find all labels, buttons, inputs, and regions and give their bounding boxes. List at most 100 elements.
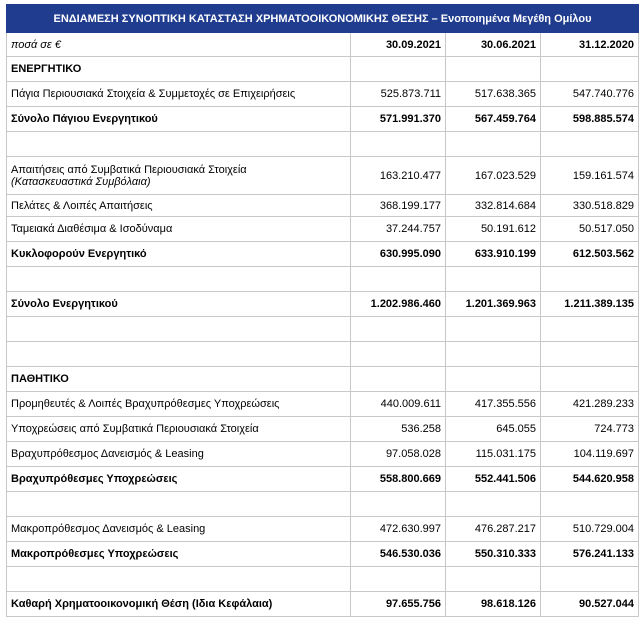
table-row: Μακροπρόθεσμος Δανεισμός & Leasing 472.63… bbox=[6, 516, 640, 542]
row-label-cell: Πελάτες & Λοιπές Απαιτήσεις bbox=[6, 194, 351, 217]
row-label: Μακροπρόθεσμος Δανεισμός & Leasing bbox=[11, 523, 206, 535]
spacer-row bbox=[6, 491, 640, 517]
empty-cell bbox=[6, 131, 351, 157]
value-cell: 1.202.986.460 bbox=[350, 291, 446, 317]
row-label: Κυκλοφορούν Ενεργητικό bbox=[11, 248, 147, 260]
value-cell: 547.740.776 bbox=[539, 81, 640, 107]
value-cell: 90.527.044 bbox=[539, 591, 640, 617]
empty-cell bbox=[6, 566, 351, 592]
value-cell: 440.009.611 bbox=[350, 391, 446, 417]
value-cell: 724.773 bbox=[539, 416, 640, 442]
row-label: Απαιτήσεις από Συμβατικά Περιουσιακά Στο… bbox=[11, 163, 247, 176]
table-row: Πάγια Περιουσιακά Στοιχεία & Συμμετοχές … bbox=[6, 81, 640, 107]
spacer-row bbox=[6, 316, 640, 342]
title-row: ΕΝΔΙΑΜΕΣΗ ΣΥΝΟΠΤΙΚΗ ΚΑΤΑΣΤΑΣΗ ΧΡΗΜΑΤΟΟΙΚ… bbox=[5, 4, 640, 33]
empty-cell bbox=[445, 491, 541, 517]
row-label-cell: Μακροπρόθεσμες Υποχρεώσεις bbox=[6, 541, 351, 567]
empty-cell bbox=[539, 56, 640, 82]
value-cell: 567.459.764 bbox=[445, 106, 541, 132]
column-header: 30.09.2021 bbox=[350, 32, 446, 57]
value-cell: 98.618.126 bbox=[445, 591, 541, 617]
table-row: Βραχυπρόθεσμος Δανεισμός & Leasing 97.058… bbox=[6, 441, 640, 467]
empty-cell bbox=[350, 56, 446, 82]
value-cell: 1.201.369.963 bbox=[445, 291, 541, 317]
value-cell: 421.289.233 bbox=[539, 391, 640, 417]
empty-cell bbox=[539, 266, 640, 292]
empty-cell bbox=[539, 491, 640, 517]
row-label: Σύνολο Ενεργητικού bbox=[11, 298, 118, 310]
value-cell: 330.518.829 bbox=[539, 194, 640, 217]
value-cell: 576.241.133 bbox=[539, 541, 640, 567]
row-label-cell: Σύνολο Ενεργητικού bbox=[6, 291, 351, 317]
table-row: Βραχυπρόθεσμες Υποχρεώσεις 558.800.669 552… bbox=[6, 466, 640, 492]
empty-cell bbox=[350, 266, 446, 292]
value-cell: 525.873.711 bbox=[350, 81, 446, 107]
row-label: Υποχρεώσεις από Συμβατικά Περιουσιακά Στ… bbox=[11, 423, 259, 435]
row-label: Ταμειακά Διαθέσιμα & Ισοδύναμα bbox=[11, 223, 173, 235]
row-label-cell: Βραχυπρόθεσμες Υποχρεώσεις bbox=[6, 466, 351, 492]
value-cell: 517.638.365 bbox=[445, 81, 541, 107]
statement: ΕΝΔΙΑΜΕΣΗ ΣΥΝΟΠΤΙΚΗ ΚΑΤΑΣΤΑΣΗ ΧΡΗΜΑΤΟΟΙΚ… bbox=[5, 4, 640, 617]
empty-cell bbox=[350, 316, 446, 342]
column-header-row: ποσά σε € 30.09.2021 30.06.2021 31.12.20… bbox=[6, 32, 640, 57]
row-label: Πελάτες & Λοιπές Απαιτήσεις bbox=[11, 199, 153, 212]
value-cell: 104.119.697 bbox=[539, 441, 640, 467]
row-label-cell: Σύνολο Πάγιου Ενεργητικού bbox=[6, 106, 351, 132]
empty-cell bbox=[445, 566, 541, 592]
empty-cell bbox=[6, 316, 351, 342]
empty-cell bbox=[539, 341, 640, 367]
value-cell: 476.287.217 bbox=[445, 516, 541, 542]
statement-table: ΕΝΔΙΑΜΕΣΗ ΣΥΝΟΠΤΙΚΗ ΚΑΤΑΣΤΑΣΗ ΧΡΗΜΑΤΟΟΙΚ… bbox=[5, 4, 640, 617]
value-cell: 630.995.090 bbox=[350, 241, 446, 267]
value-cell: 558.800.669 bbox=[350, 466, 446, 492]
value-cell: 550.310.333 bbox=[445, 541, 541, 567]
row-label-cell: Απαιτήσεις από Συμβατικά Περιουσιακά Στο… bbox=[6, 156, 351, 195]
row-sublabel: (Κατασκευαστικά Συμβόλαια) bbox=[11, 175, 151, 188]
empty-cell bbox=[350, 131, 446, 157]
row-label: Καθαρή Χρηματοοικονομική Θέση (Ιδια Κεφά… bbox=[11, 598, 273, 610]
value-cell: 510.729.004 bbox=[539, 516, 640, 542]
row-label: ΕΝΕΡΓΗΤΙΚΟ bbox=[11, 63, 82, 75]
value-cell: 612.503.562 bbox=[539, 241, 640, 267]
row-label: Μακροπρόθεσμες Υποχρεώσεις bbox=[11, 548, 179, 560]
empty-cell bbox=[445, 341, 541, 367]
empty-cell bbox=[350, 566, 446, 592]
value-cell: 544.620.958 bbox=[539, 466, 640, 492]
row-label-cell: Καθαρή Χρηματοοικονομική Θέση (Ιδια Κεφά… bbox=[6, 591, 351, 617]
value-cell: 368.199.177 bbox=[350, 194, 446, 217]
value-cell: 159.161.574 bbox=[539, 156, 640, 195]
empty-cell bbox=[6, 266, 351, 292]
row-label: Βραχυπρόθεσμες Υποχρεώσεις bbox=[11, 473, 178, 485]
row-label-cell: Βραχυπρόθεσμος Δανεισμός & Leasing bbox=[6, 441, 351, 467]
empty-cell bbox=[350, 366, 446, 392]
empty-cell bbox=[445, 316, 541, 342]
table-row: ΕΝΕΡΓΗΤΙΚΟ bbox=[6, 56, 640, 82]
column-header: 31.12.2020 bbox=[539, 32, 640, 57]
row-label: Προμηθευτές & Λοιπές Βραχυπρόθεσμες Υποχ… bbox=[11, 398, 280, 410]
empty-cell bbox=[445, 266, 541, 292]
table-row: Υποχρεώσεις από Συμβατικά Περιουσιακά Στ… bbox=[6, 416, 640, 442]
empty-cell bbox=[6, 341, 351, 367]
value-cell: 167.023.529 bbox=[445, 156, 541, 195]
table-row: ΠΑΘΗΤΙΚΟ bbox=[6, 366, 640, 392]
table-row: Απαιτήσεις από Συμβατικά Περιουσιακά Στο… bbox=[6, 156, 640, 195]
value-cell: 115.031.175 bbox=[445, 441, 541, 467]
row-label-cell: ΕΝΕΡΓΗΤΙΚΟ bbox=[6, 56, 351, 82]
value-cell: 598.885.574 bbox=[539, 106, 640, 132]
spacer-row bbox=[6, 266, 640, 292]
empty-cell bbox=[539, 366, 640, 392]
row-label-cell: ΠΑΘΗΤΙΚΟ bbox=[6, 366, 351, 392]
empty-cell bbox=[6, 491, 351, 517]
row-label-cell: Πάγια Περιουσιακά Στοιχεία & Συμμετοχές … bbox=[6, 81, 351, 107]
value-cell: 50.191.612 bbox=[445, 216, 541, 242]
empty-cell bbox=[350, 341, 446, 367]
unit-label: ποσά σε € bbox=[6, 32, 351, 57]
row-label: Πάγια Περιουσιακά Στοιχεία & Συμμετοχές … bbox=[11, 88, 296, 100]
value-cell: 546.530.036 bbox=[350, 541, 446, 567]
empty-cell bbox=[539, 566, 640, 592]
table-row: Σύνολο Ενεργητικού 1.202.986.460 1.201.369… bbox=[6, 291, 640, 317]
row-label-cell: Κυκλοφορούν Ενεργητικό bbox=[6, 241, 351, 267]
spacer-row bbox=[6, 341, 640, 367]
empty-cell bbox=[445, 366, 541, 392]
